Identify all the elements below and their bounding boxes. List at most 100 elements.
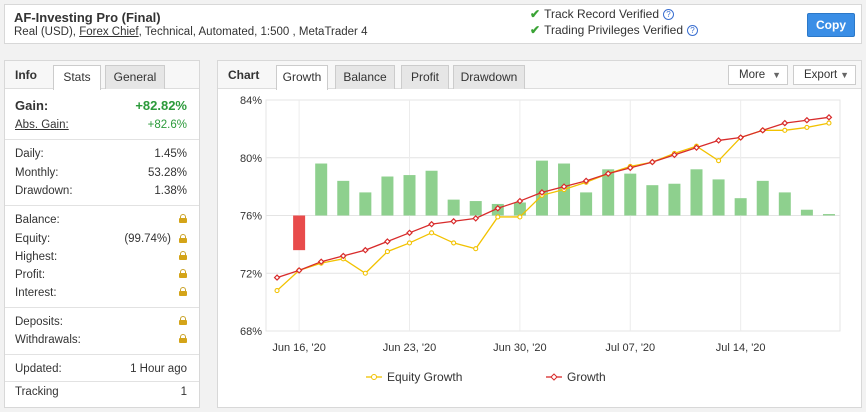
bar [646, 185, 659, 216]
track-record-verified: ✔ Track Record Verified? [530, 7, 674, 21]
bar [403, 175, 416, 216]
help-icon[interactable]: ? [687, 25, 699, 36]
growth-point [273, 274, 281, 281]
bar [624, 173, 637, 216]
growth-point [428, 220, 435, 228]
bar [447, 199, 460, 216]
growth-point [317, 258, 325, 266]
drawdown-row: Drawdown: 1.38% [15, 185, 187, 197]
y-tick-label: 84% [240, 95, 262, 107]
tab-growth[interactable]: Growth [276, 65, 328, 90]
equity-growth-line [276, 122, 830, 292]
bar [469, 201, 482, 216]
equity-label: Equity: [15, 233, 51, 245]
equity-growth-point [406, 240, 413, 246]
chevron-down-icon: ▼ [840, 70, 849, 80]
withdrawals-label: Withdrawals: [15, 334, 81, 346]
equity-growth-point [517, 214, 523, 220]
drawdown-label: Drawdown: [15, 185, 73, 197]
tab-general[interactable]: General [105, 65, 165, 89]
bar [535, 160, 548, 216]
tab-stats[interactable]: Stats [53, 65, 101, 90]
growth-point [560, 183, 568, 190]
growth-point [693, 144, 700, 151]
abs-gain-label[interactable]: Abs. Gain: [15, 119, 69, 131]
bar [778, 192, 791, 216]
equity-growth-point [716, 158, 722, 164]
tracking-value: 1 [180, 386, 187, 398]
x-tick-label: Jun 30, '20 [493, 342, 546, 354]
legend-growth-label: Growth [567, 370, 606, 384]
y-tick-label: 68% [240, 326, 262, 338]
lock-icon[interactable] [179, 316, 187, 325]
monthly-value: 53.28% [147, 167, 187, 179]
equity-growth-point [451, 240, 457, 246]
y-tick-label: 80% [240, 153, 262, 165]
highest-row: Highest: [15, 251, 187, 263]
bar [293, 215, 306, 251]
abs-gain-row: Abs. Gain: +82.6% [15, 119, 187, 131]
daily-row: Daily: 1.45% [15, 148, 187, 160]
lock-icon[interactable] [179, 334, 187, 343]
lock-icon[interactable] [179, 251, 187, 260]
divider [5, 381, 199, 382]
checkmark-icon: ✔ [530, 7, 541, 21]
legend-equity-marker [371, 374, 377, 380]
tab-drawdown[interactable]: Drawdown [453, 65, 525, 89]
bar [734, 198, 747, 216]
interest-row: Interest: [15, 287, 187, 299]
checkmark-icon: ✔ [530, 23, 541, 37]
equity-row: Equity: (99.74%) [15, 233, 187, 245]
x-tick-label: Jul 07, '20 [605, 342, 655, 354]
growth-point [715, 137, 722, 144]
account-title: AF-Investing Pro (Final) [14, 10, 161, 25]
bar [315, 163, 328, 216]
tab-profit[interactable]: Profit [401, 65, 449, 89]
daily-value: 1.45% [154, 148, 187, 160]
gain-row: Gain: +82.82% [15, 98, 187, 113]
growth-point [339, 252, 347, 260]
growth-point [384, 238, 391, 245]
tab-balance[interactable]: Balance [335, 65, 395, 89]
deposits-row: Deposits: [15, 316, 187, 328]
growth-point [538, 189, 546, 196]
profit-row: Profit: [15, 269, 187, 281]
more-dropdown[interactable]: More ▼ [728, 65, 788, 85]
help-icon[interactable]: ? [663, 9, 674, 20]
account-header: AF-Investing Pro (Final) Real (USD), For… [4, 4, 862, 44]
interest-label: Interest: [15, 287, 57, 299]
growth-point [406, 229, 413, 237]
growth-point [737, 134, 745, 141]
withdrawals-row: Withdrawals: [15, 334, 187, 346]
updated-row: Updated: 1 Hour ago [15, 363, 187, 375]
abs-gain-value: +82.6% [147, 119, 187, 131]
x-tick-label: Jun 16, '20 [272, 342, 325, 354]
lock-icon[interactable] [179, 214, 187, 223]
info-title: Info [15, 68, 37, 82]
bar [756, 180, 769, 216]
lock-icon[interactable] [179, 287, 187, 296]
legend-growth-marker [550, 373, 558, 381]
broker-link[interactable]: Forex Chief [79, 26, 139, 38]
bar [359, 192, 372, 216]
growth-point [604, 170, 612, 177]
equity-value: (99.74%) [124, 233, 171, 245]
gain-value: +82.82% [135, 98, 187, 113]
balance-row: Balance: [15, 214, 187, 226]
growth-point [803, 116, 811, 124]
export-dropdown[interactable]: Export ▼ [793, 65, 856, 85]
subtitle-suffix: , Technical, Automated, 1:500 , MetaTrad… [138, 26, 368, 38]
growth-point [582, 177, 590, 185]
copy-button[interactable]: Copy [807, 13, 855, 37]
daily-label: Daily: [15, 148, 44, 160]
divider [5, 354, 199, 355]
updated-value: 1 Hour ago [130, 363, 187, 375]
growth-point [472, 215, 480, 222]
growth-point [361, 246, 369, 254]
bar [668, 183, 681, 216]
equity-growth-point [362, 270, 368, 276]
equity-growth-point [804, 124, 810, 130]
growth-point [516, 197, 524, 205]
lock-icon[interactable] [179, 234, 187, 243]
lock-icon[interactable] [179, 269, 187, 278]
